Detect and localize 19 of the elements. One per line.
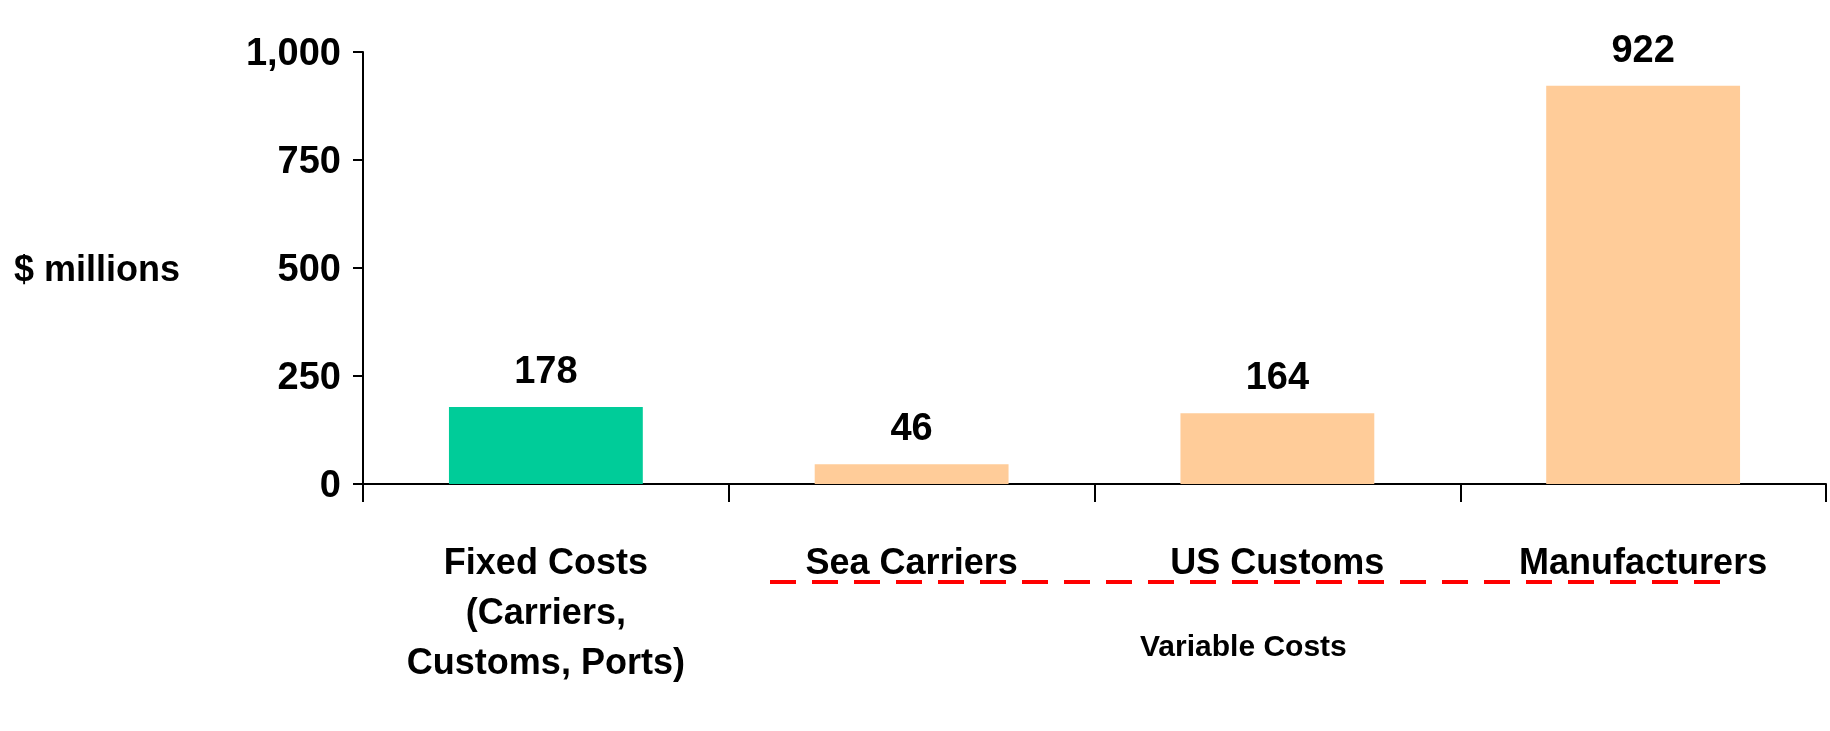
y-tick-label: 0: [319, 463, 341, 505]
bar: [448, 407, 643, 484]
y-tick-label: 500: [277, 247, 341, 289]
bar: [1180, 413, 1375, 484]
data-label: 164: [1245, 355, 1310, 398]
bar: [1546, 85, 1741, 484]
x-tick-label: Manufacturers: [1519, 540, 1768, 582]
x-tick-label: US Customs: [1170, 540, 1385, 582]
y-tick-label: 750: [277, 139, 341, 181]
y-axis-title: $ millions: [14, 247, 181, 289]
data-label: 46: [890, 406, 933, 449]
y-tick-label: 250: [277, 355, 341, 397]
x-tick-label: Sea Carriers: [805, 540, 1018, 582]
text: Variable Costs: [1140, 628, 1347, 662]
x-tick-label: Fixed Costs (Carriers, Customs, Ports): [406, 540, 685, 682]
data-label: 922: [1611, 27, 1675, 70]
bar: [814, 464, 1009, 484]
data-label: 178: [514, 349, 578, 392]
y-tick-label: 1,000: [245, 31, 341, 73]
